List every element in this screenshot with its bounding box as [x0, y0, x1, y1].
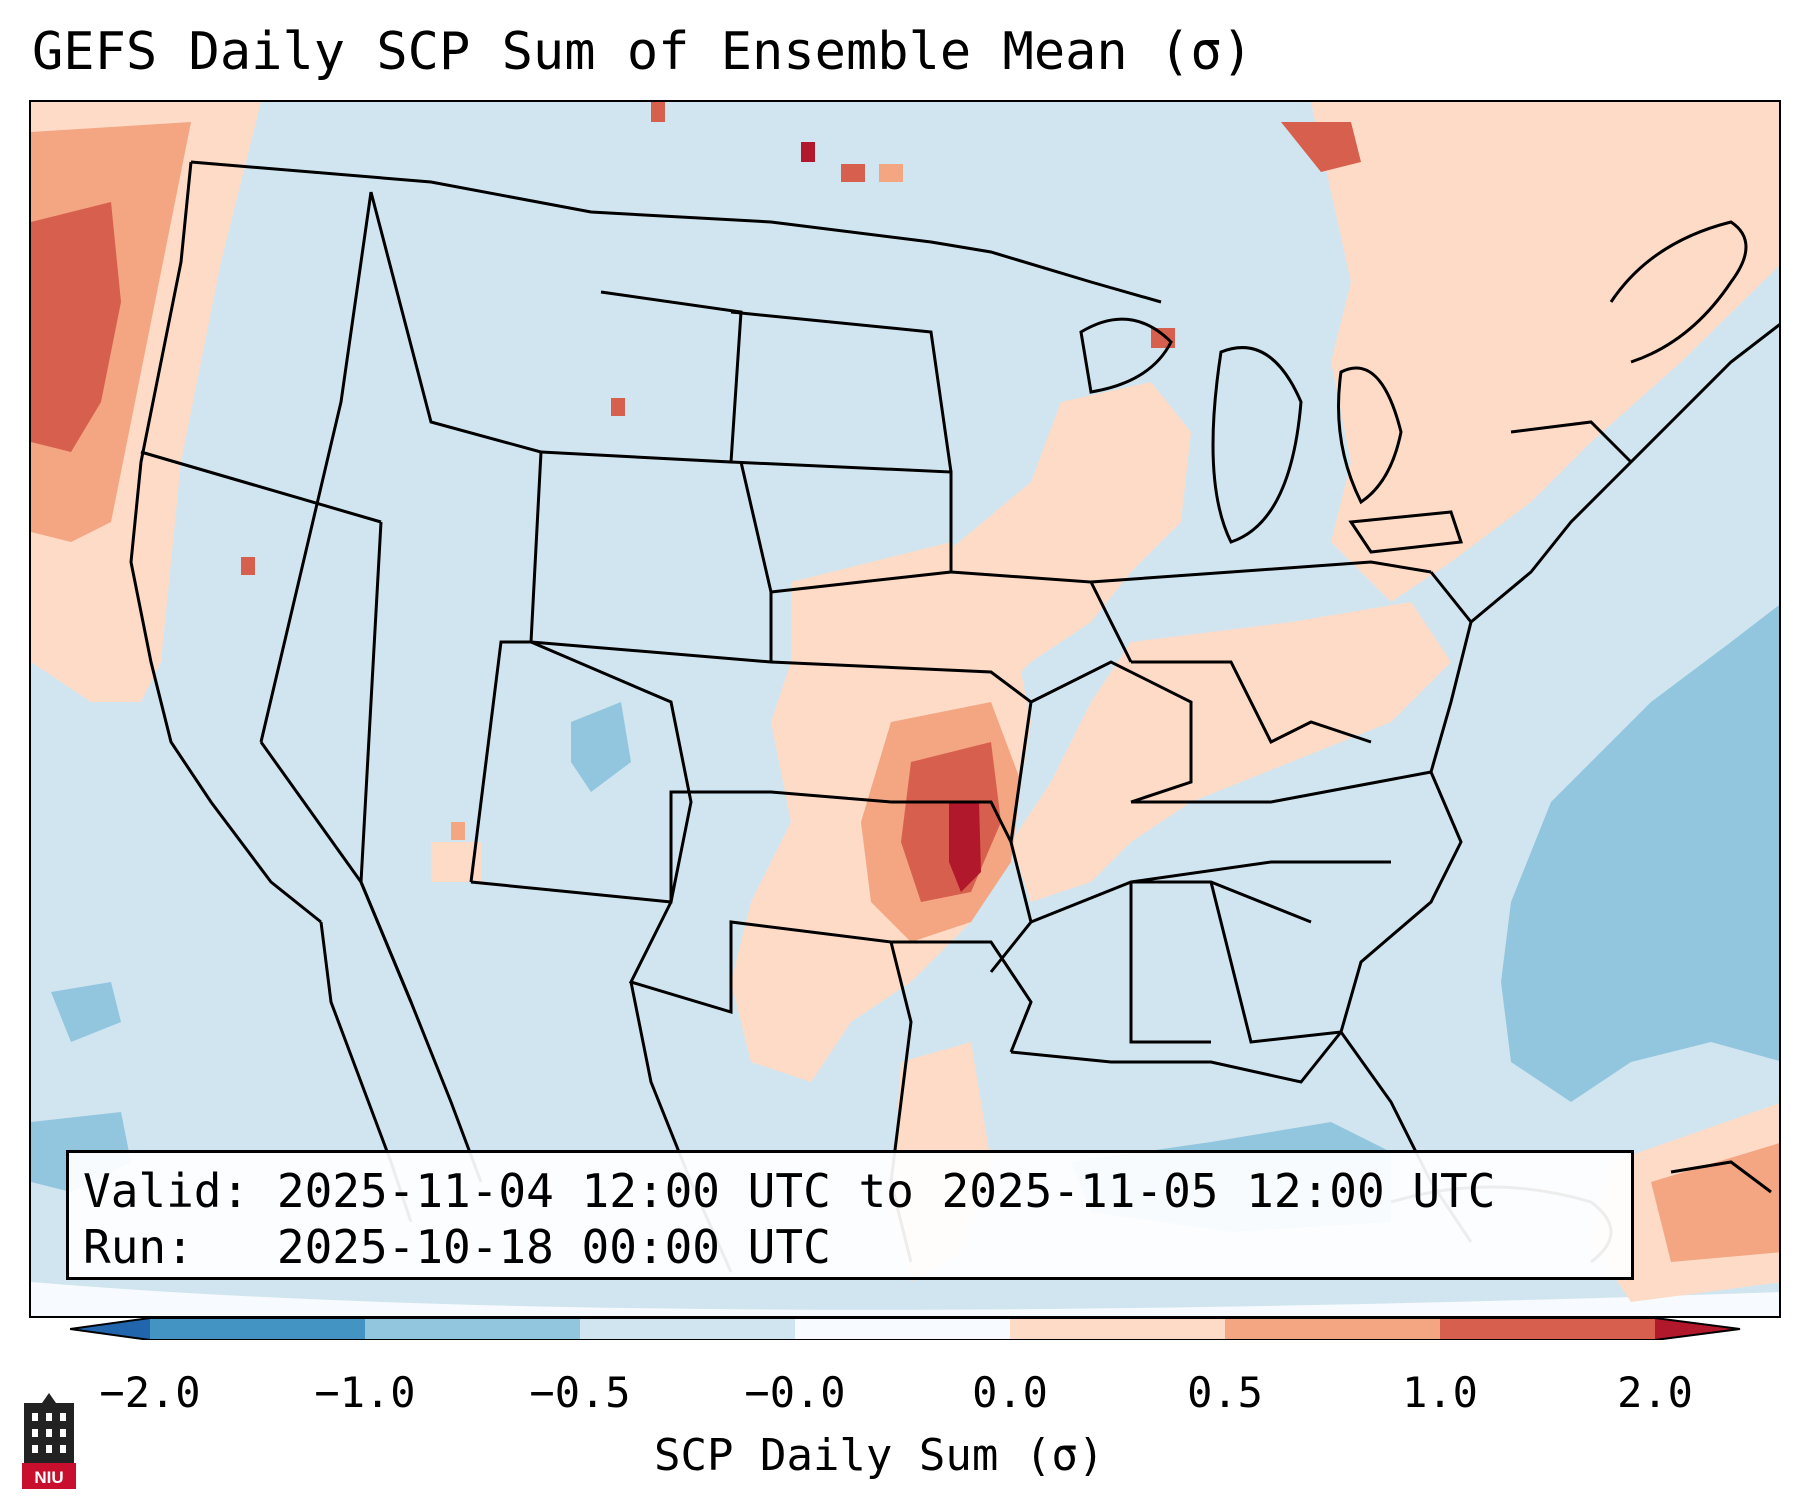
colorbar-segment — [365, 1318, 580, 1340]
atlantic-negative-area — [1501, 605, 1779, 1102]
valid-run-info-box: Valid: 2025-11-04 12:00 UTC to 2025-11-0… — [66, 1150, 1634, 1280]
scp-field-map — [31, 102, 1779, 1316]
map-pixel — [1151, 328, 1175, 348]
colorbar-tick-label: 0.5 — [1187, 1368, 1263, 1417]
logo-text: NIU — [34, 1468, 63, 1487]
colorbar-segment — [1225, 1318, 1440, 1340]
ohio-valley-positive-area — [1011, 602, 1451, 902]
pacific-high-area — [31, 202, 121, 452]
map-pixel — [801, 142, 815, 162]
colorbar-extend-low — [70, 1318, 150, 1340]
northeast-positive-area — [1311, 102, 1779, 602]
colorbar-tick-label: 1.0 — [1402, 1368, 1478, 1417]
colorbar — [70, 1318, 1741, 1340]
valid-time-range: 2025-11-04 12:00 UTC to 2025-11-05 12:00… — [276, 1164, 1496, 1218]
university-building-icon: NIU — [22, 1393, 76, 1489]
colorbar-segment — [795, 1318, 1010, 1340]
colorbar-tick-label: −0.5 — [529, 1368, 631, 1417]
colorbar-segment — [1440, 1318, 1655, 1340]
colorbar-tick-label: 2.0 — [1617, 1368, 1693, 1417]
projection-edge — [31, 1282, 1779, 1316]
ontario-high-cell — [1281, 122, 1361, 172]
map-pixel — [241, 557, 255, 575]
map-pixel — [879, 164, 903, 182]
map-pixel — [841, 164, 865, 182]
map-pixel — [651, 102, 665, 122]
map-pixel — [451, 822, 465, 840]
map-panel — [29, 100, 1781, 1318]
boundary-lines — [129, 160, 1779, 1273]
colorbar-segment — [580, 1318, 795, 1340]
colorbar-tick-label: 0.0 — [972, 1368, 1048, 1417]
valid-label: Valid: — [83, 1164, 250, 1218]
colorbar-segment — [150, 1318, 365, 1340]
plains-max-cell — [949, 802, 981, 892]
pacific-negative-patch-2 — [51, 982, 121, 1042]
colorbar-label: SCP Daily Sum (σ) — [654, 1430, 1105, 1481]
colorado-negative-patch — [571, 702, 631, 792]
map-title: GEFS Daily SCP Sum of Ensemble Mean (σ) — [32, 22, 1253, 82]
colorbar-segment — [1010, 1318, 1225, 1340]
colorbar-tick-label: −0.0 — [744, 1368, 846, 1417]
colorbar-extend-high — [1655, 1318, 1740, 1340]
colorbar-tick-label: −1.0 — [314, 1368, 416, 1417]
colorbar-tick-label: −2.0 — [99, 1368, 201, 1417]
run-time: 2025-10-18 00:00 UTC — [276, 1220, 831, 1274]
run-label: Run: — [83, 1220, 194, 1274]
map-pixel — [611, 398, 625, 416]
